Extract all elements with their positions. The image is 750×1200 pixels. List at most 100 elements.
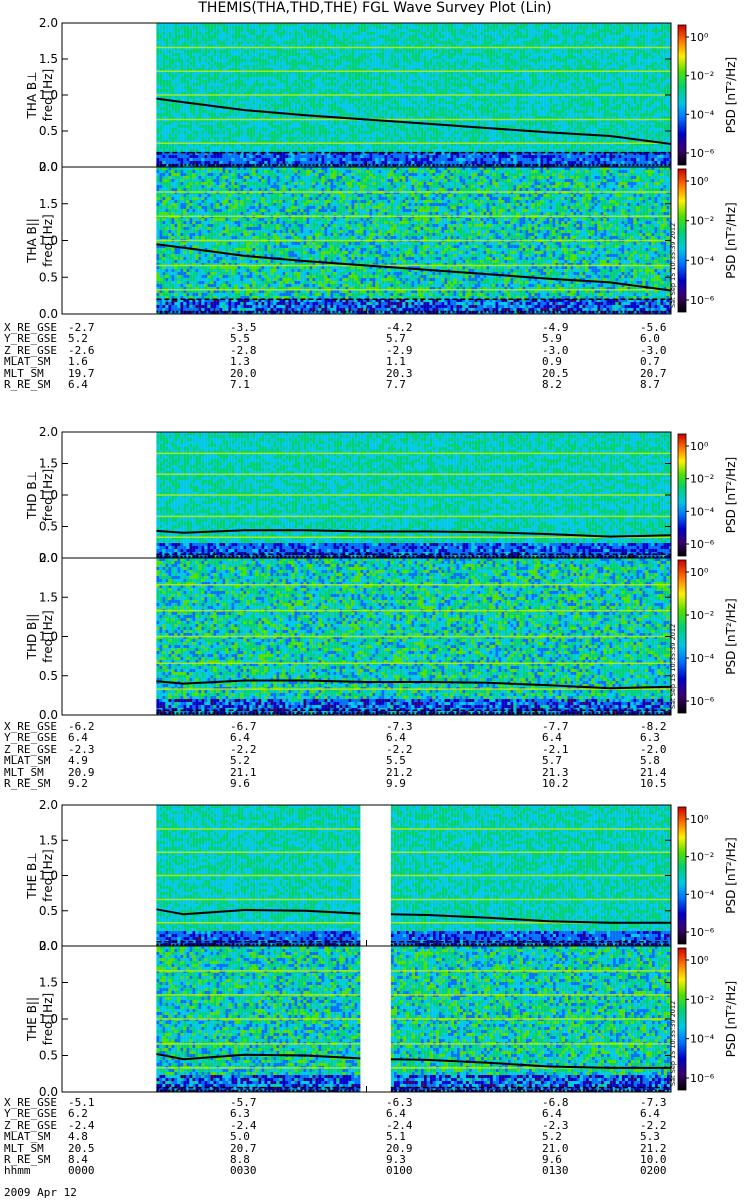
panel-yunit: freq [Hz] [41,214,55,266]
colorbar-label: PSD [nT²/Hz] [724,981,738,1057]
colorbar-tick-label: 10⁰ [690,440,709,453]
colorbar-tick-label: 10⁻² [690,851,714,864]
ephemeris-value: 0100 [386,1165,413,1176]
ephemeris-value: 9.9 [386,778,406,789]
y-tick-label: 2.0 [39,798,58,812]
plot-timestamp: Sat Sep 15 10:35:39 2012 [669,1001,677,1086]
panel-ylabel: THE B⊥ [25,852,39,899]
panel-yunit: freq [Hz] [41,849,55,901]
ephemeris-value: 8.7 [640,379,660,390]
colorbar-tick-label: 10⁻⁴ [690,505,715,518]
colorbar-tick-label: 10⁻² [690,993,714,1006]
ephemeris-value: 8.2 [542,379,562,390]
colorbar-label: PSD [nT²/Hz] [724,457,738,533]
colorbar-tick-label: 10⁰ [690,31,709,44]
colorbar-label: PSD [nT²/Hz] [724,598,738,674]
ephemeris-value: 4.8 [68,1131,88,1142]
ephemeris-value: 4.9 [68,755,88,766]
colorbar-tick-label: 10⁰ [690,566,709,579]
plot-timestamp: Sat Sep 15 10:35:39 2012 [669,223,677,308]
ephemeris-value: 0130 [542,1165,569,1176]
ephemeris-value: 0.7 [640,356,660,367]
colorbar: 10⁰ 10⁻² 10⁻⁴ 10⁻⁶ PSD [nT²/Hz] [678,807,738,944]
panel-yunit: freq [Hz] [41,610,55,662]
colorbar-tick-label: 10⁻⁶ [690,695,715,708]
panel-ylabel: THA B⊥ [25,71,39,119]
date-label: 2009 Apr 12 [4,1186,77,1199]
ephemeris-label: MLAT_SM [4,755,50,766]
colorbar-tick-label: 10⁻² [690,215,714,228]
colorbar-tick-label: 10⁻² [690,609,714,622]
panel-ylabel: THD B⊥ [25,471,39,520]
ephemeris-value: 1.1 [386,356,406,367]
ephemeris-label: R_RE_SM [4,379,50,390]
colorbar-tick-label: 10⁻² [690,473,714,486]
y-tick-label: 2.0 [39,160,58,174]
y-tick-label: 0.5 [39,669,58,683]
ephemeris-value: 1.3 [230,356,250,367]
colorbar-tick-label: 10⁻⁴ [690,888,715,901]
y-tick-label: 0.5 [39,1049,58,1063]
y-tick-label: 0.0 [39,307,58,321]
colorbar-tick-label: 10⁰ [690,175,709,188]
y-tick-label: 1.5 [39,833,58,847]
ephemeris-value: 5.3 [640,1131,660,1142]
colorbar-tick-label: 10⁻⁶ [690,1072,715,1085]
ephemeris-value: 5.1 [386,1131,406,1142]
panel-yunit: freq [Hz] [41,993,55,1045]
ephemeris-label: MLAT_SM [4,1131,50,1142]
panel-yunit: freq [Hz] [41,69,55,121]
ephemeris-value: 5.2 [230,755,250,766]
colorbar-tick-label: 10⁻⁶ [690,538,715,551]
ephemeris-value: 10.5 [640,778,667,789]
colorbar-tick-label: 10⁰ [690,813,709,826]
panel-ylabel: THE B|| [25,997,39,1042]
ephemeris-value: 9.2 [68,778,88,789]
colorbar-tick-label: 10⁻⁴ [690,254,715,267]
y-tick-label: 1.5 [39,457,58,471]
ephemeris-value: 1.6 [68,356,88,367]
y-tick-label: 0.5 [39,904,58,918]
ephemeris-value: 5.8 [640,755,660,766]
ephemeris-value: 10.2 [542,778,569,789]
y-tick-label: 2.0 [39,939,58,953]
panel-yunit: freq [Hz] [41,469,55,521]
ephemeris-value: 0000 [68,1165,95,1176]
y-tick-label: 1.5 [39,197,58,211]
panel-ylabel: THA B|| [25,218,39,264]
ephemeris-value: 5.2 [542,1131,562,1142]
y-tick-label: 0.5 [39,270,58,284]
colorbar-label: PSD [nT²/Hz] [724,837,738,913]
ephemeris-value: 0.9 [542,356,562,367]
colorbar: 10⁰ 10⁻² 10⁻⁴ 10⁻⁶ PSD [nT²/Hz] [678,434,738,556]
ephemeris-value: 6.4 [68,379,88,390]
ephemeris-label: R_RE_SM [4,778,50,789]
ephemeris-value: 9.6 [230,778,250,789]
colorbar-tick-label: 10⁻⁶ [690,147,715,160]
colorbar-tick-label: 10⁰ [690,954,709,967]
ephemeris-label: MLAT_SM [4,356,50,367]
ephemeris-value: 7.1 [230,379,250,390]
plot-timestamp: Sat Sep 15 10:35:39 2012 [669,624,677,709]
y-tick-label: 2.0 [39,425,58,439]
ephemeris-value: 0030 [230,1165,257,1176]
y-tick-label: 1.5 [39,52,58,66]
y-tick-label: 2.0 [39,16,58,30]
y-tick-label: 2.0 [39,551,58,565]
colorbar-tick-label: 10⁻² [690,70,714,83]
colorbar-label: PSD [nT²/Hz] [724,57,738,133]
ephemeris-value: 5.7 [542,755,562,766]
colorbar-tick-label: 10⁻⁶ [690,926,715,939]
ephemeris-value: 0200 [640,1165,667,1176]
ephemeris-value: 5.5 [386,755,406,766]
ephemeris-value: 7.7 [386,379,406,390]
colorbar: 10⁰ 10⁻² 10⁻⁴ 10⁻⁶ PSD [nT²/Hz] [678,25,738,165]
colorbar-tick-label: 10⁻⁴ [690,108,715,121]
